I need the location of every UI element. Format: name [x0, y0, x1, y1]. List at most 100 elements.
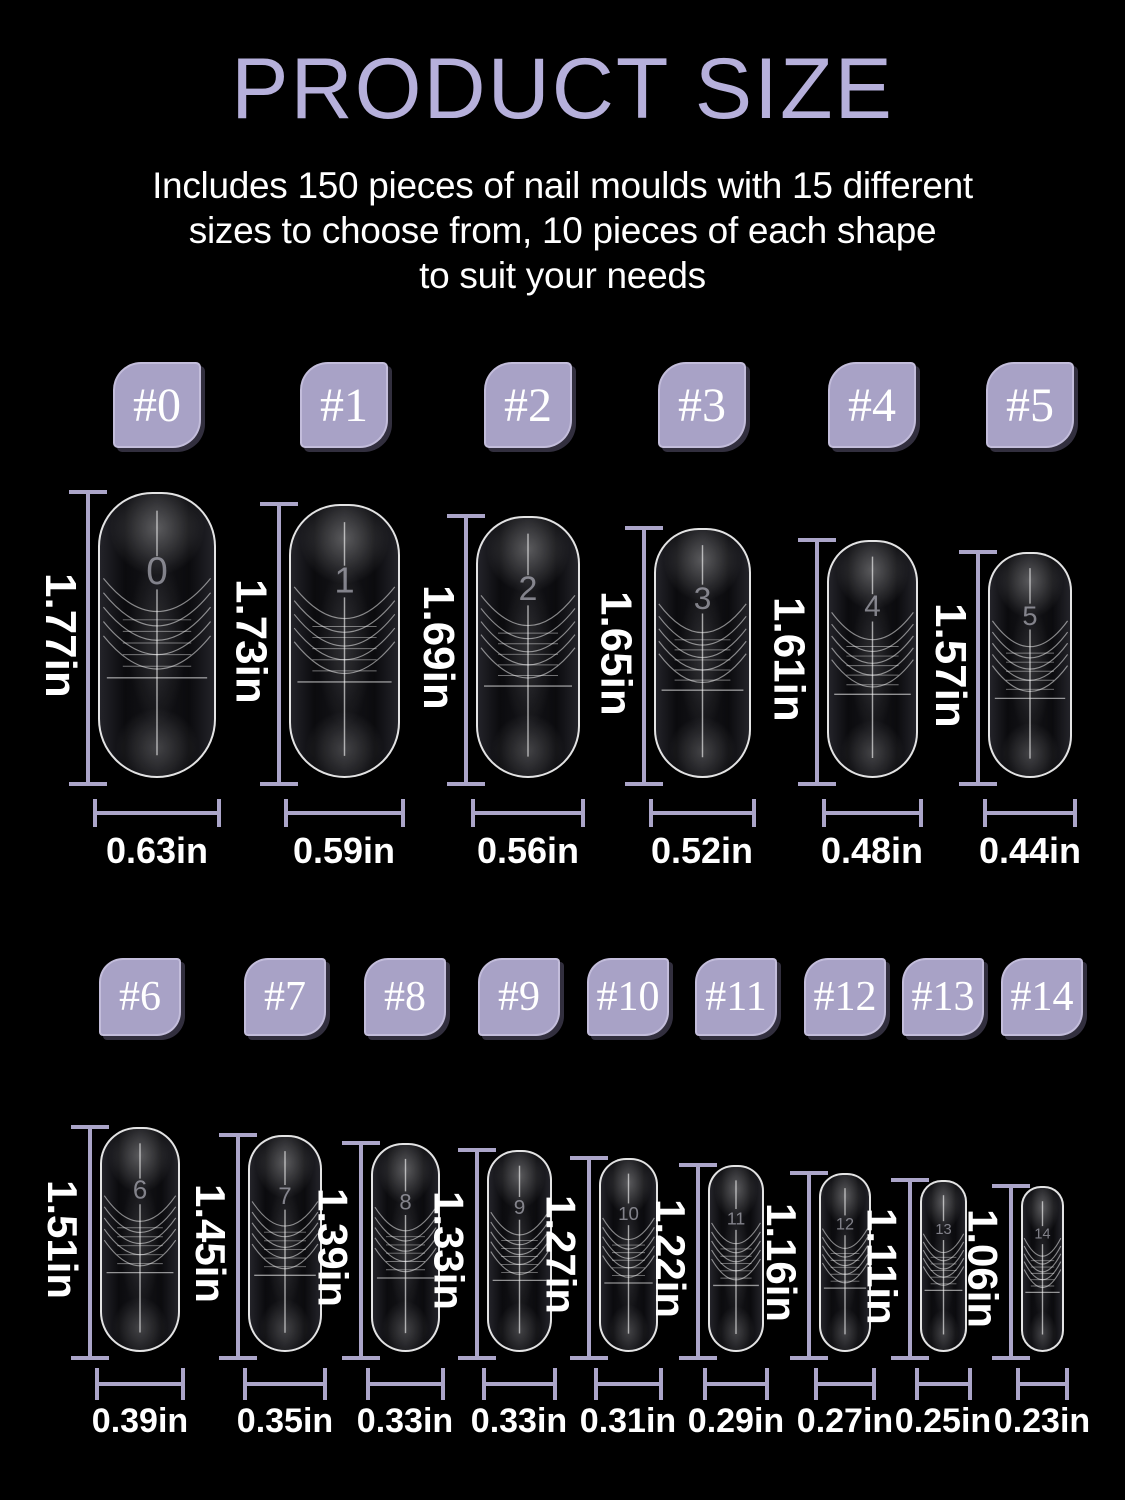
nail-guide-lines: [991, 568, 1069, 759]
length-label: 1.06in: [959, 1209, 1007, 1329]
length-label: 1.57in: [926, 602, 975, 728]
length-label: 1.45in: [187, 1183, 234, 1304]
width-measure-cap-left: [814, 1368, 818, 1400]
width-measure-line: [95, 1382, 185, 1386]
length-label: 1.11in: [858, 1207, 906, 1325]
width-measure-cap-right: [967, 1368, 972, 1400]
nail-guide-pattern: 13: [922, 1195, 964, 1335]
subtitle-line-2: sizes to choose from, 10 pieces of each …: [188, 210, 937, 251]
length-measure-line: [1008, 1186, 1013, 1360]
subtitle-line-1: Includes 150 pieces of nail moulds with …: [152, 165, 973, 206]
nail-number: 11: [727, 1209, 745, 1229]
width-label: 0.44in: [978, 830, 1082, 871]
length-measure-cap-bottom: [457, 1356, 496, 1360]
nail-number: 2: [519, 570, 538, 608]
length-measure-cap-bottom: [447, 782, 485, 786]
width-measure-cap-right: [323, 1368, 327, 1400]
nail-figure: 14: [1020, 1186, 1064, 1352]
size-badge: #3: [658, 362, 746, 448]
nail-figure: 6: [100, 1127, 180, 1352]
length-label: 1.16in: [758, 1202, 805, 1323]
width-measure-cap-right: [1064, 1368, 1069, 1400]
length-measure-cap-top: [71, 1125, 109, 1129]
width-label: 0.39in: [91, 1402, 189, 1440]
size-badge: #6: [99, 958, 181, 1036]
nail-number: 12: [836, 1215, 854, 1233]
nail-figure: 3: [653, 528, 751, 778]
nail-number: 3: [693, 580, 711, 616]
nail-number: 0: [146, 550, 168, 593]
length-measure-line: [86, 492, 90, 786]
nail-guide-pattern: 12: [821, 1188, 869, 1335]
nail-figure: 2: [476, 516, 580, 778]
nail-guide-lines: [103, 1143, 177, 1333]
width-measure-line: [283, 811, 405, 815]
width-measure-cap-right: [1073, 799, 1077, 827]
length-label: 1.73in: [226, 578, 276, 704]
width-measure-line: [243, 1382, 327, 1386]
length-measure-line: [276, 504, 281, 786]
length-measure-cap-bottom: [797, 782, 836, 786]
nail-figure: 10: [598, 1158, 658, 1352]
width-measure-cap-right: [181, 1368, 185, 1400]
nail-figure: 12: [819, 1173, 871, 1352]
length-measure-line: [236, 1135, 240, 1360]
width-label: 0.59in: [292, 830, 396, 871]
width-measure-cap-right: [765, 1368, 769, 1400]
width-measure-cap-left: [243, 1368, 247, 1400]
nail-guide-lines: [922, 1195, 964, 1335]
length-measure-cap-bottom: [341, 1356, 380, 1360]
nail-figure: 8: [370, 1143, 440, 1352]
length-measure-cap-bottom: [991, 1356, 1030, 1360]
width-measure-line: [821, 811, 923, 815]
nail-number: 5: [1022, 600, 1037, 631]
nail-guide-pattern: 4: [830, 556, 914, 758]
width-measure-cap-left: [648, 799, 653, 827]
nail-number: 4: [864, 590, 880, 623]
length-label: 1.51in: [39, 1179, 86, 1300]
width-measure-cap-left: [1015, 1368, 1020, 1400]
length-measure-line: [358, 1143, 363, 1360]
nail-guide-pattern: 8: [373, 1158, 437, 1334]
length-measure-line: [696, 1165, 700, 1360]
length-label: 1.61in: [764, 596, 814, 722]
length-measure-cap-top: [219, 1133, 257, 1137]
nail-guide-lines: [480, 533, 576, 757]
length-measure-cap-top: [259, 502, 298, 506]
width-measure-line: [1015, 1382, 1069, 1386]
length-measure-cap-bottom: [679, 1356, 717, 1360]
length-measure-cap-top: [959, 550, 997, 554]
nail-guide-pattern: 3: [657, 545, 747, 758]
nail-guide-pattern: 14: [1023, 1201, 1061, 1335]
nail-guide-lines: [830, 556, 914, 758]
size-badge: #13: [902, 958, 984, 1036]
length-measure-cap-bottom: [259, 782, 298, 786]
width-measure-cap-right: [918, 799, 923, 827]
width-measure-cap-right: [552, 1368, 557, 1400]
length-label: 1.27in: [537, 1195, 585, 1315]
length-measure-cap-bottom: [69, 782, 107, 786]
size-badge: #7: [244, 958, 326, 1036]
length-measure-cap-top: [624, 526, 663, 530]
size-badge: #0: [113, 362, 201, 448]
width-measure-cap-left: [593, 1368, 598, 1400]
length-measure-cap-bottom: [890, 1356, 929, 1360]
size-badge: #10: [587, 958, 669, 1036]
length-measure-cap-top: [797, 538, 836, 542]
length-measure-line: [88, 1127, 92, 1360]
length-measure-cap-top: [341, 1141, 380, 1145]
size-badge: #12: [804, 958, 886, 1036]
size-badge: #8: [364, 958, 446, 1036]
length-measure-line: [586, 1158, 591, 1360]
length-measure-line: [807, 1173, 811, 1360]
width-measure-cap-left: [703, 1368, 707, 1400]
size-badge: #14: [1001, 958, 1083, 1036]
width-measure-cap-right: [440, 1368, 445, 1400]
nail-guide-lines: [102, 510, 212, 756]
nail-figure: 9: [486, 1150, 552, 1352]
length-label: 1.39in: [309, 1187, 357, 1308]
width-measure-cap-left: [821, 799, 826, 827]
width-label: 0.63in: [105, 830, 209, 871]
nail-figure: 11: [708, 1165, 764, 1352]
length-label: 1.65in: [591, 590, 641, 716]
